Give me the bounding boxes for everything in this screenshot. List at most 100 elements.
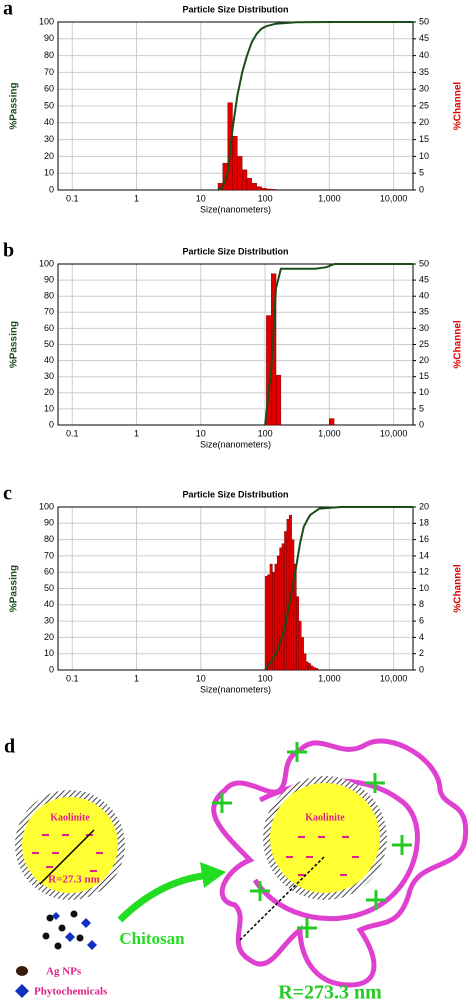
y-tick-label: 100 (39, 501, 54, 511)
passing-line (264, 263, 413, 426)
bar (261, 188, 267, 191)
y2-tick-label: 40 (419, 50, 429, 60)
bar (281, 543, 285, 671)
radius-label: R=273.3 nm (278, 982, 382, 1004)
y2-tick-label: 0 (419, 664, 424, 674)
plus-signs (212, 742, 412, 938)
bar (264, 576, 268, 671)
y2-tick-label: 20 (419, 501, 429, 511)
bar (246, 178, 253, 191)
y2-tick-label: 15 (419, 134, 429, 144)
x-tick-label: 10 (196, 428, 206, 438)
y-tick-label: 100 (39, 258, 54, 268)
y-tick-label: 50 (44, 100, 54, 110)
core-label: Kaolinite (50, 812, 90, 823)
bar (267, 574, 271, 671)
y2-tick-label: 50 (419, 16, 429, 26)
y2-tick-label: 10 (419, 151, 429, 161)
y-tick-label: 90 (44, 33, 54, 43)
bar (296, 596, 300, 671)
y-tick-label: 0 (49, 664, 54, 674)
radius-line (39, 829, 95, 885)
y-tick-label: 100 (39, 16, 54, 26)
bar (310, 665, 314, 671)
y-tick-label: 60 (44, 84, 54, 94)
bar (305, 661, 309, 671)
y-tick-label: 0 (49, 419, 54, 429)
bar (315, 668, 319, 671)
y2-tick-label: 6 (419, 615, 424, 625)
y2-tick-label: 2 (419, 648, 424, 658)
legend-label: Phytochemicals (34, 986, 108, 998)
chart-title: Particle Size Distribution (182, 4, 288, 14)
y2-tick-label: 10 (419, 387, 429, 397)
y-tick-label: 60 (44, 567, 54, 577)
y2-tick-label: 20 (419, 117, 429, 127)
y-tick-label: 50 (44, 339, 54, 349)
arrow-label: Chitosan (119, 929, 185, 948)
x-tick-label: 0.1 (66, 193, 79, 203)
y-tick-label: 60 (44, 323, 54, 333)
y2-tick-label: 35 (419, 67, 429, 77)
bar (303, 653, 307, 671)
y2-tick-label: 35 (419, 307, 429, 317)
bar (271, 189, 277, 191)
y2-axis-label: %Channel (453, 82, 464, 131)
panel-label: c (3, 483, 12, 505)
y-tick-label: 90 (44, 274, 54, 284)
y2-tick-label: 45 (419, 33, 429, 43)
bar (237, 156, 243, 191)
y-tick-label: 0 (49, 184, 54, 194)
panel-label: a (3, 0, 13, 20)
x-tick-label: 1,000 (318, 428, 341, 438)
y2-tick-label: 25 (419, 339, 429, 349)
bar (284, 531, 288, 671)
x-tick-label: 1,000 (318, 193, 341, 203)
y-tick-label: 50 (44, 583, 54, 593)
y-tick-label: 10 (44, 168, 54, 178)
y-axis-label: %Passing (9, 321, 20, 368)
plot-frame (57, 506, 414, 671)
core (22, 797, 118, 893)
y2-tick-label: 15 (419, 371, 429, 381)
bar (301, 637, 304, 671)
y2-tick-label: 20 (419, 355, 429, 365)
y-tick-label: 20 (44, 151, 54, 161)
legend-ag (16, 966, 28, 976)
x-tick-label: 10 (196, 673, 206, 683)
y-tick-label: 40 (44, 117, 54, 127)
y-tick-label: 80 (44, 291, 54, 301)
x-tick-label: 100 (258, 193, 273, 203)
y-tick-label: 30 (44, 371, 54, 381)
panel-label: d (4, 736, 15, 758)
charges (286, 836, 359, 876)
x-tick-label: 1 (134, 428, 139, 438)
x-tick-label: 1 (134, 673, 139, 683)
legend-label: Ag NPs (46, 966, 82, 978)
bar (286, 519, 290, 671)
y-tick-label: 70 (44, 307, 54, 317)
x-axis-label: Size(nanometers) (200, 684, 271, 694)
arrow (117, 871, 211, 923)
y-tick-label: 20 (44, 632, 54, 642)
x-tick-label: 10 (196, 193, 206, 203)
bar (269, 563, 273, 671)
x-tick-label: 1 (134, 193, 139, 203)
diagram: d Kaolinite R=27.3 nm Ag NPs Phytochemic… (4, 736, 469, 1004)
x-tick-label: 0.1 (66, 673, 79, 683)
bar (251, 183, 257, 191)
y2-tick-label: 8 (419, 599, 424, 609)
bar (329, 418, 335, 426)
y2-tick-label: 25 (419, 100, 429, 110)
plot-frame (57, 263, 414, 426)
y-tick-label: 10 (44, 648, 54, 658)
passing-line (217, 21, 413, 191)
x-tick-label: 1,000 (318, 673, 341, 683)
y-tick-label: 90 (44, 518, 54, 528)
y-axis-label: %Passing (9, 565, 20, 612)
y2-tick-label: 14 (419, 550, 429, 560)
x-tick-label: 0.1 (66, 428, 79, 438)
y2-axis-label: %Channel (453, 564, 464, 613)
y-tick-label: 10 (44, 403, 54, 413)
